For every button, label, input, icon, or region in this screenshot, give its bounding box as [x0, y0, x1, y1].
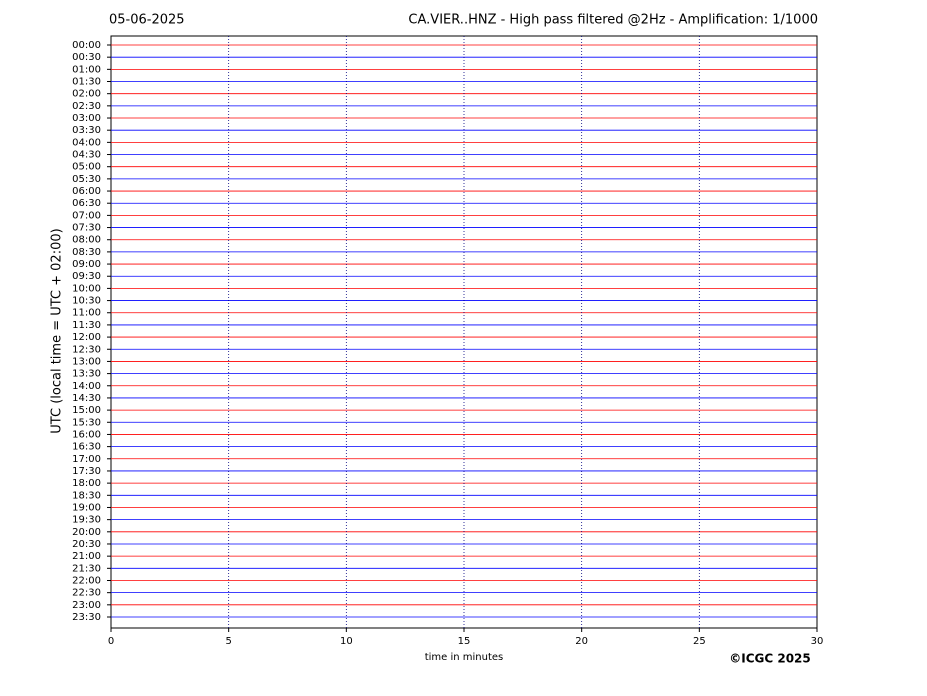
- y-tick-label: 13:30: [72, 369, 101, 380]
- copyright: ©ICGC 2025: [729, 652, 811, 666]
- y-tick-label: 10:30: [72, 296, 101, 307]
- x-tick-label: 5: [225, 636, 231, 647]
- x-tick-label: 10: [340, 636, 353, 647]
- x-axis-label: time in minutes: [425, 652, 504, 663]
- y-tick-label: 03:30: [72, 125, 101, 136]
- y-tick-label: 14:30: [72, 393, 101, 404]
- x-tick-label: 25: [693, 636, 706, 647]
- y-tick-label: 23:00: [72, 600, 101, 611]
- y-tick-label: 07:30: [72, 223, 101, 234]
- y-tick-label: 08:00: [72, 235, 101, 246]
- y-tick-label: 15:30: [72, 417, 101, 428]
- chart-title: CA.VIER..HNZ - High pass filtered @2Hz -…: [408, 13, 818, 28]
- y-tick-label: 16:00: [72, 429, 101, 440]
- y-tick-label: 09:30: [72, 271, 101, 282]
- y-tick-label: 19:30: [72, 515, 101, 526]
- y-tick-label: 18:30: [72, 490, 101, 501]
- x-tick-label: 0: [108, 636, 114, 647]
- y-tick-label: 19:00: [72, 502, 101, 513]
- y-tick-label: 10:00: [72, 283, 101, 294]
- y-tick-label: 02:30: [72, 101, 101, 112]
- y-tick-label: 20:30: [72, 539, 101, 550]
- y-tick-label: 08:30: [72, 247, 101, 258]
- y-tick-label: 13:00: [72, 356, 101, 367]
- y-tick-label: 01:00: [72, 64, 101, 75]
- x-tick-label: 20: [575, 636, 588, 647]
- y-tick-label: 03:00: [72, 113, 101, 124]
- y-tick-label: 15:00: [72, 405, 101, 416]
- y-tick-label: 04:00: [72, 137, 101, 148]
- y-tick-label: 02:00: [72, 89, 101, 100]
- y-tick-label: 21:30: [72, 563, 101, 574]
- y-tick-label: 11:30: [72, 320, 101, 331]
- x-tick-label: 15: [458, 636, 471, 647]
- plot-frame: [110, 35, 818, 629]
- y-tick-label: 05:30: [72, 174, 101, 185]
- y-tick-label: 00:30: [72, 52, 101, 63]
- y-tick-label: 06:00: [72, 186, 101, 197]
- y-tick-label: 22:30: [72, 588, 101, 599]
- y-tick-label: 23:30: [72, 612, 101, 623]
- y-tick-label: 16:30: [72, 442, 101, 453]
- y-tick-label: 12:00: [72, 332, 101, 343]
- y-tick-label: 12:30: [72, 344, 101, 355]
- y-tick-label: 05:00: [72, 162, 101, 173]
- y-tick-label: 07:00: [72, 210, 101, 221]
- y-tick-label: 14:00: [72, 381, 101, 392]
- y-axis-label: UTC (local time = UTC + 02:00): [50, 228, 65, 433]
- y-tick-label: 22:00: [72, 575, 101, 586]
- y-tick-label: 04:30: [72, 150, 101, 161]
- y-tick-label: 20:00: [72, 527, 101, 538]
- y-tick-label: 17:30: [72, 466, 101, 477]
- x-tick-label: 30: [811, 636, 824, 647]
- y-tick-label: 17:00: [72, 454, 101, 465]
- date: 05-06-2025: [109, 13, 185, 28]
- y-tick-label: 09:00: [72, 259, 101, 270]
- y-tick-label: 06:30: [72, 198, 101, 209]
- y-tick-label: 00:00: [72, 40, 101, 51]
- y-tick-label: 01:30: [72, 77, 101, 88]
- y-tick-label: 18:00: [72, 478, 101, 489]
- y-tick-label: 21:00: [72, 551, 101, 562]
- y-tick-label: 11:00: [72, 308, 101, 319]
